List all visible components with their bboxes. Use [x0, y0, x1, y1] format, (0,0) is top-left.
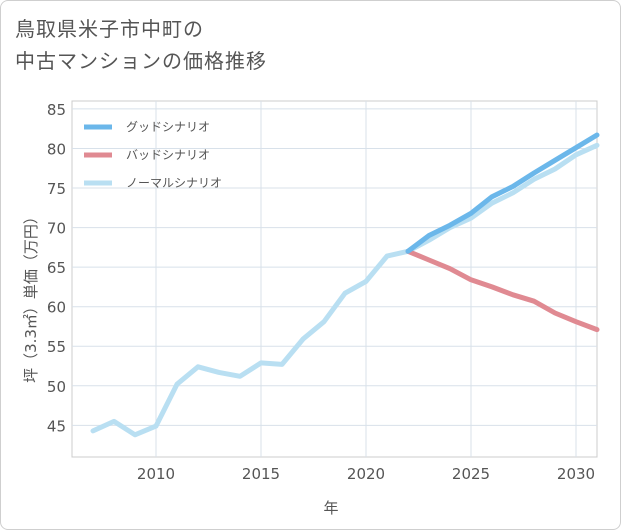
y-tick-label: 50 — [47, 378, 66, 396]
chart-title: 鳥取県米子市中町の 中古マンションの価格推移 — [15, 13, 267, 77]
y-tick-label: 80 — [47, 140, 66, 158]
y-tick-label: 65 — [47, 259, 66, 277]
series-line-0 — [405, 132, 600, 254]
y-tick-label: 45 — [47, 417, 66, 435]
axis-ticks: 45 50 55 60 65 70 75 80 85 2010 2015 2020 2025 2030 — [47, 101, 595, 483]
x-tick-label: 2010 — [137, 465, 175, 483]
chart-title-line1: 鳥取県米子市中町の — [15, 17, 204, 41]
x-tick-label: 2025 — [452, 465, 490, 483]
series-lines — [90, 132, 600, 438]
legend-label-0: グッドシナリオ — [126, 120, 210, 134]
x-tick-label: 2020 — [347, 465, 385, 483]
y-tick-label: 55 — [47, 338, 66, 356]
series-line-2 — [90, 142, 600, 438]
y-tick-label: 85 — [47, 101, 66, 119]
chart-title-line2: 中古マンションの価格推移 — [15, 49, 267, 73]
x-tick-label: 2030 — [557, 465, 595, 483]
x-tick-label: 2015 — [242, 465, 280, 483]
y-axis-title: 坪（3.3㎡）単価（万円） — [22, 209, 40, 383]
y-tick-label: 75 — [47, 180, 66, 198]
series-line-1 — [405, 248, 600, 333]
y-tick-label: 60 — [47, 299, 66, 317]
plot-area — [71, 100, 598, 458]
legend-label-1: バッドシナリオ — [126, 148, 210, 162]
legend-label-2: ノーマルシナリオ — [126, 176, 222, 190]
x-axis-title: 年 — [323, 499, 338, 517]
y-tick-label: 70 — [47, 220, 66, 238]
